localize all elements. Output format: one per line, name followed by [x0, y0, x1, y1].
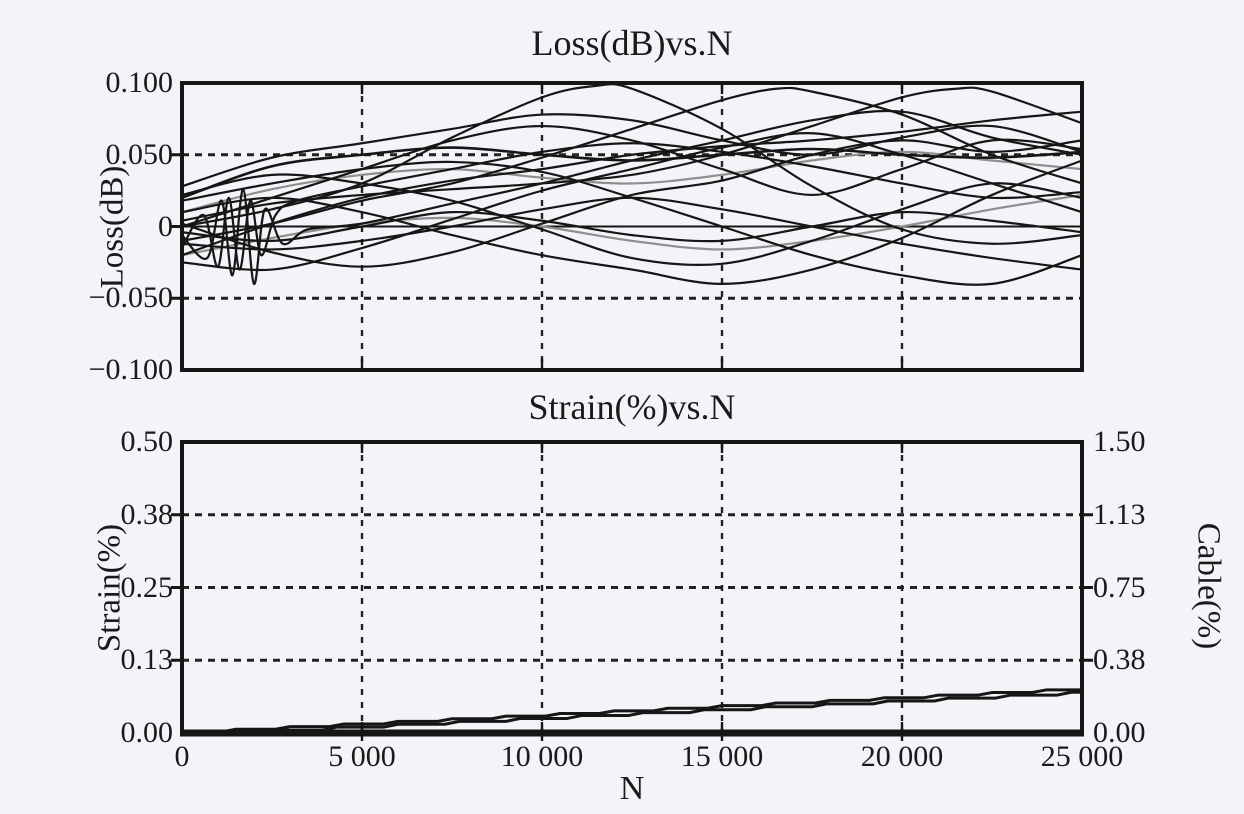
- series-trace-8: [182, 196, 1082, 271]
- y-tick-label: 0.00: [120, 716, 174, 749]
- y-tick-label: 0: [158, 209, 173, 243]
- y-tick-label: −0.100: [88, 353, 173, 386]
- series-trace-15: [182, 142, 1082, 271]
- series-trace-2: [182, 86, 1082, 242]
- x-tick-label: 0: [174, 740, 190, 773]
- loss-chart-title: Loss(dB)vs.N: [531, 23, 733, 63]
- y-right-tick-label: 1.13: [1093, 497, 1146, 531]
- series-trace-6: [182, 159, 1082, 285]
- series-trace-9: [182, 124, 1082, 228]
- y-tick-label: 0.38: [120, 497, 174, 531]
- y-tick-label: 0.50: [120, 425, 174, 458]
- series-trace-13: [182, 113, 1082, 188]
- x-axis-label: N: [619, 770, 645, 807]
- series-trace-14: [182, 173, 1082, 267]
- y-right-tick-label: 0.75: [1093, 570, 1146, 604]
- x-tick-label: 10 000: [500, 740, 584, 773]
- y-tick-label: 0.100: [105, 66, 174, 99]
- series-trace-1: [182, 83, 1082, 245]
- y-tick-label: 0.13: [120, 643, 174, 677]
- x-tick-label: 25 000: [1040, 740, 1124, 773]
- y-right-tick-label: 0.00: [1093, 716, 1146, 749]
- series-trace-11: [182, 109, 1082, 286]
- x-tick-label: 20 000: [860, 740, 944, 773]
- y-tick-label: −0.050: [88, 281, 173, 315]
- series-strain-upper: [182, 688, 1082, 733]
- y-right-tick-label: 1.50: [1093, 425, 1146, 458]
- series-strain-lower: [182, 690, 1082, 733]
- series-trace-5: [182, 110, 1082, 257]
- series-trace-3: [182, 86, 1082, 222]
- series-trace-10: [182, 210, 1082, 243]
- series-trace-12: [182, 139, 1082, 268]
- series-trace-16: [182, 132, 1082, 272]
- y-right-tick-label: 0.38: [1093, 643, 1146, 677]
- strain-chart-title: Strain(%)vs.N: [528, 387, 736, 427]
- y-tick-label: 0.050: [105, 137, 174, 171]
- y-tick-label: 0.25: [120, 570, 174, 604]
- x-tick-label: 15 000: [680, 740, 764, 773]
- x-tick-label: 5 000: [328, 740, 396, 773]
